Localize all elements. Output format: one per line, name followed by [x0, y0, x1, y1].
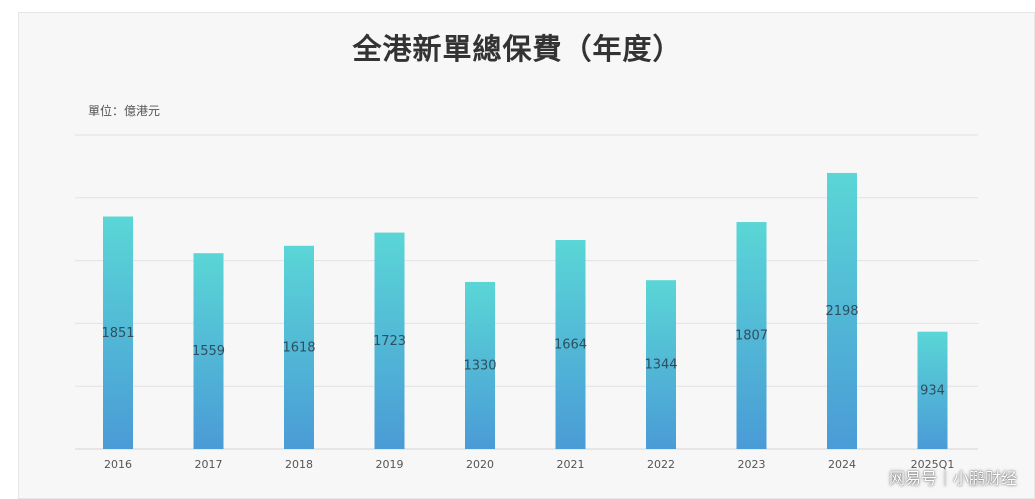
watermark: 网易号｜小鹏财经 — [888, 469, 1017, 488]
data-label-2018: 1618 — [282, 340, 315, 355]
bar-2019 — [374, 232, 405, 449]
bar-2017 — [193, 253, 224, 449]
bar-2018 — [284, 245, 314, 449]
data-label-2021: 1664 — [554, 338, 587, 353]
bar-2016 — [103, 216, 133, 449]
x-tick-2025Q1: 2025Q1 — [911, 458, 955, 471]
x-tick-2019: 2019 — [376, 458, 404, 471]
x-tick-2020: 2020 — [466, 458, 494, 471]
data-label-2019: 1723 — [373, 334, 406, 349]
x-tick-2016: 2016 — [104, 458, 132, 471]
data-label-2025Q1: 934 — [920, 383, 945, 398]
x-tick-2021: 2021 — [557, 458, 585, 471]
x-tick-2024: 2024 — [828, 458, 856, 471]
bar-2023 — [736, 222, 767, 449]
bar-2022 — [646, 280, 676, 449]
chart-title: 全港新單總保費（年度） — [352, 32, 683, 66]
x-tick-2017: 2017 — [195, 458, 223, 471]
bar-2024 — [827, 172, 857, 449]
bar-2021 — [555, 240, 586, 449]
bar-2020 — [465, 281, 495, 449]
data-label-2020: 1330 — [463, 358, 496, 373]
x-tick-2018: 2018 — [285, 458, 313, 471]
data-label-2023: 1807 — [735, 329, 768, 344]
data-label-2024: 2198 — [825, 304, 858, 319]
data-label-2017: 1559 — [192, 344, 225, 359]
x-tick-2022: 2022 — [647, 458, 675, 471]
unit-label: 單位：億港元 — [88, 104, 161, 118]
data-label-2016: 1851 — [101, 326, 134, 341]
data-label-2022: 1344 — [644, 358, 677, 373]
chart-panel — [18, 12, 1035, 499]
x-tick-2023: 2023 — [738, 458, 766, 471]
bar-2025Q1 — [917, 331, 948, 449]
